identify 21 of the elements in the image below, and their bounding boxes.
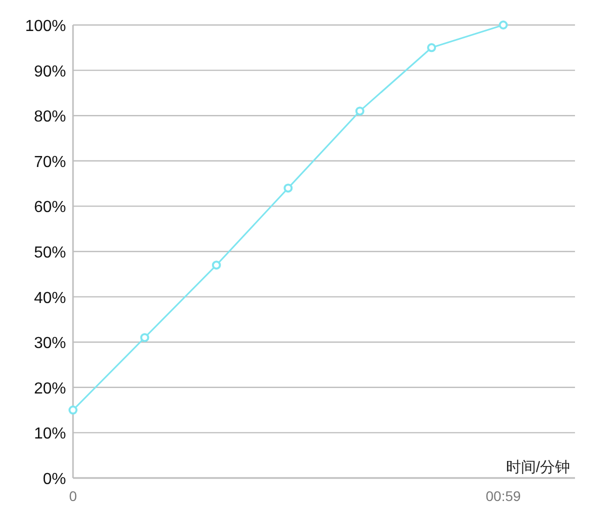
x-axis-title: 时间/分钟	[506, 459, 570, 476]
y-tick-label: 90%	[34, 63, 66, 80]
point	[140, 333, 150, 342]
y-tick-label: 70%	[34, 154, 66, 171]
point	[212, 260, 221, 270]
y-tick-label: 50%	[34, 244, 66, 262]
y-tick-label: 10%	[34, 426, 66, 443]
y-tick-label: 40%	[34, 290, 66, 307]
x-tick-label: 0	[69, 488, 78, 504]
y-tick-label: 60%	[34, 199, 66, 216]
y-tick-label: 20%	[34, 380, 66, 398]
y-tick-label: 100%	[25, 18, 66, 35]
point	[68, 406, 78, 415]
point	[427, 43, 436, 52]
point	[355, 106, 364, 116]
y-tick-label: 30%	[34, 335, 66, 352]
y-tick-label: 0%	[42, 471, 66, 488]
point	[498, 20, 508, 30]
point	[284, 184, 293, 193]
y-tick-label: 80%	[34, 108, 66, 126]
x-tick-label: 00:59	[486, 488, 522, 504]
